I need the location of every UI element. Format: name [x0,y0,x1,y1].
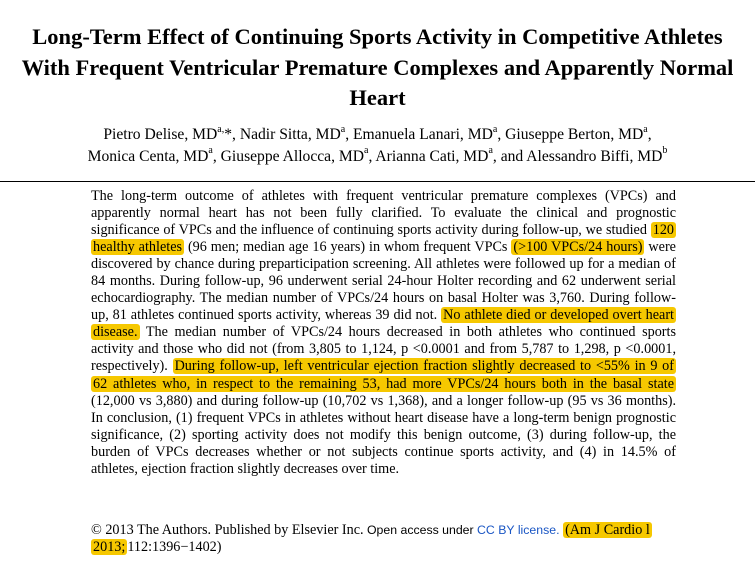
highlight-vpc-threshold: (>100 VPCs/24 hours) [511,239,645,256]
cc-by-license-link[interactable]: CC BY license. [477,523,560,537]
author-3: Emanuela Lanari, MDa, [353,123,506,143]
header-divider [0,181,755,182]
copyright-footer: © 2013 The Authors. Published by Elsevie… [91,522,676,556]
author-4: Giuseppe Berton, MDa, [505,123,652,143]
author-list: Pietro Delise, MDa,*, Nadir Sitta, MDa, … [10,124,745,167]
highlight-ejection-fraction: During follow-up, left ventricular eject… [91,358,677,392]
author-5: Monica Centa, MDa, [87,145,221,165]
abstract-paragraph: The long-term outcome of athletes with f… [91,188,677,477]
author-1: Pietro Delise, MDa,*, [103,123,240,143]
copyright-text: © 2013 The Authors. Published by Elsevie… [91,522,364,538]
citation-pages: 112:1396−1402) [127,539,222,556]
abstract: The long-term outcome of athletes with f… [91,188,677,478]
author-6: Giuseppe Allocca, MDa, [220,145,376,165]
paper-title: Long-Term Effect of Continuing Sports Ac… [21,24,734,110]
author-2: Nadir Sitta, MDa, [239,123,353,143]
corresponding-author-star: * [224,126,233,143]
author-7: Arianna Cati, MDa, and [375,145,527,165]
author-8: Alessandro Biffi, MDb [526,145,668,165]
open-access-text: Open access under [363,523,478,537]
